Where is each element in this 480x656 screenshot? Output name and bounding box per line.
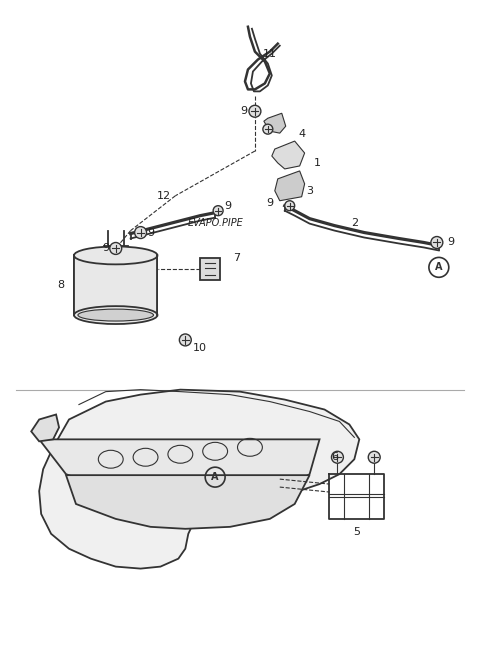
Circle shape xyxy=(134,226,146,239)
Text: 12: 12 xyxy=(156,191,170,201)
Text: 10: 10 xyxy=(193,343,207,353)
Text: 8: 8 xyxy=(58,280,65,290)
Polygon shape xyxy=(39,440,320,499)
Circle shape xyxy=(249,106,261,117)
Circle shape xyxy=(431,237,443,249)
Polygon shape xyxy=(275,171,305,201)
Text: 7: 7 xyxy=(233,253,240,264)
Text: 9: 9 xyxy=(147,228,154,237)
Text: 3: 3 xyxy=(306,186,313,195)
Ellipse shape xyxy=(74,247,157,264)
Ellipse shape xyxy=(78,309,154,321)
Text: 2: 2 xyxy=(351,218,358,228)
Text: 9: 9 xyxy=(102,243,109,253)
FancyBboxPatch shape xyxy=(74,255,157,315)
Circle shape xyxy=(368,451,380,463)
Circle shape xyxy=(332,451,343,463)
Text: 9: 9 xyxy=(240,106,248,116)
Circle shape xyxy=(180,334,192,346)
Text: 1: 1 xyxy=(314,158,321,168)
Text: EVAPO.PIPE: EVAPO.PIPE xyxy=(187,218,243,228)
Text: 11: 11 xyxy=(263,49,277,58)
Polygon shape xyxy=(264,113,286,133)
Text: 9: 9 xyxy=(225,201,232,211)
Polygon shape xyxy=(31,415,59,441)
Text: 9: 9 xyxy=(447,237,455,247)
Polygon shape xyxy=(39,390,360,569)
Circle shape xyxy=(285,201,295,211)
Text: A: A xyxy=(435,262,443,272)
Text: 6: 6 xyxy=(331,452,338,462)
Circle shape xyxy=(110,243,122,255)
Polygon shape xyxy=(66,475,310,529)
Text: 4: 4 xyxy=(298,129,305,139)
Circle shape xyxy=(263,124,273,134)
Text: 9: 9 xyxy=(266,197,274,208)
Circle shape xyxy=(213,206,223,216)
Polygon shape xyxy=(200,258,220,280)
Text: A: A xyxy=(211,472,219,482)
Polygon shape xyxy=(272,141,305,169)
Text: 5: 5 xyxy=(353,527,360,537)
Ellipse shape xyxy=(74,306,157,324)
